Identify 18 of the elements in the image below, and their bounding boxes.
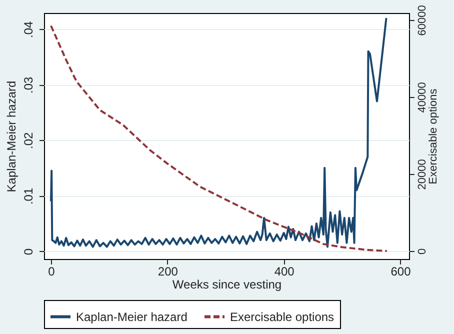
y-tick-label: .04	[22, 20, 36, 38]
x-tick-label: 200	[158, 264, 178, 278]
y2-tick-label: 40000	[416, 82, 428, 113]
y2-tick-label: 0	[416, 248, 428, 255]
x-tick-label: 0	[48, 264, 56, 278]
x-tick-label: 400	[274, 264, 295, 278]
y-tick-label: .02	[22, 132, 36, 150]
y-axis-title: Kaplan-Meier hazard	[4, 80, 18, 192]
legend-label: Kaplan-Meier hazard	[76, 310, 188, 324]
x-tick-label: 600	[390, 264, 412, 278]
x-axis-title: Weeks since vesting	[172, 278, 282, 292]
y2-tick-label: 20000	[416, 159, 428, 190]
y-tick-label: .01	[22, 188, 36, 205]
legend-label: Exercisable options	[230, 310, 334, 324]
y-tick-label: 0	[22, 248, 36, 256]
y-tick-label: .03	[22, 76, 36, 94]
y2-axis-title: Exercisable options	[428, 88, 440, 184]
y2-tick-label: 60000	[416, 5, 428, 36]
